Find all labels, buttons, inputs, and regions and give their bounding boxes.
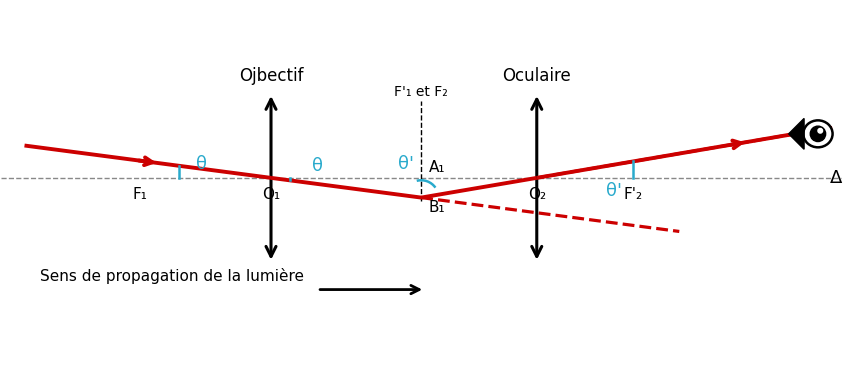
Polygon shape bbox=[788, 118, 804, 149]
Circle shape bbox=[817, 129, 821, 133]
Text: θ': θ' bbox=[397, 155, 414, 173]
Text: B₁: B₁ bbox=[428, 200, 445, 215]
Text: F'₁ et F₂: F'₁ et F₂ bbox=[394, 85, 448, 99]
Text: O₂: O₂ bbox=[527, 187, 545, 202]
Text: Ojbectif: Ojbectif bbox=[239, 68, 303, 86]
Text: Oculaire: Oculaire bbox=[502, 68, 571, 86]
Text: θ': θ' bbox=[605, 182, 621, 200]
Text: θ: θ bbox=[311, 156, 322, 174]
Text: O₁: O₁ bbox=[262, 187, 280, 202]
Text: Sens de propagation de la lumière: Sens de propagation de la lumière bbox=[40, 268, 304, 285]
Text: F₁: F₁ bbox=[132, 187, 148, 202]
Ellipse shape bbox=[803, 120, 832, 147]
Text: Δ: Δ bbox=[828, 169, 841, 187]
Text: F'₂: F'₂ bbox=[623, 187, 641, 202]
Text: A₁: A₁ bbox=[428, 160, 445, 175]
Circle shape bbox=[809, 126, 825, 141]
Text: θ: θ bbox=[196, 155, 207, 173]
